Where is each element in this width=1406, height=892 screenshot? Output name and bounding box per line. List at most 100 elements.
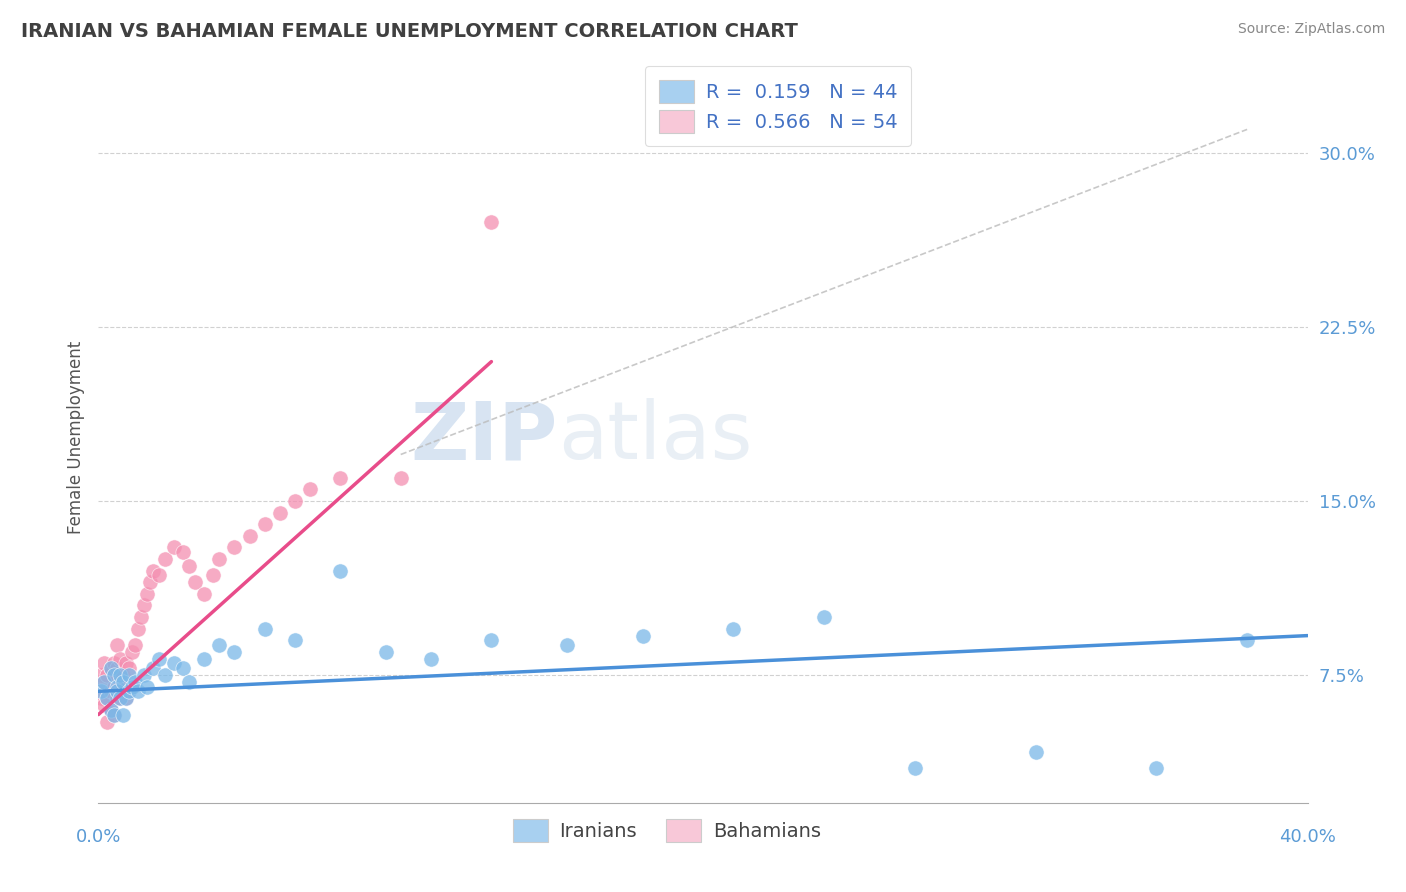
Point [100,661,122,675]
Point [148,652,170,666]
Point [103,668,125,682]
Point [1236,633,1258,648]
Point [208,552,231,566]
Point [118,668,141,682]
Point [105,684,128,698]
Point [239,529,262,543]
Point [93,657,115,671]
Point [481,633,503,648]
Point [1144,761,1167,775]
Point [163,657,186,671]
Point [108,675,131,690]
Point [121,680,143,694]
Point [108,691,131,706]
Point [90,684,112,698]
Point [93,675,115,690]
Point [118,684,141,698]
Point [631,629,654,643]
Point [127,622,149,636]
Point [329,471,352,485]
Point [111,680,134,694]
Point [111,668,134,682]
Point [172,545,194,559]
Point [118,684,141,698]
Point [813,610,835,624]
Point [224,541,246,555]
Text: atlas: atlas [558,398,752,476]
Point [103,707,125,722]
Point [103,680,125,694]
Point [481,215,503,229]
Point [184,575,207,590]
Point [124,638,146,652]
Text: IRANIAN VS BAHAMIAN FEMALE UNEMPLOYMENT CORRELATION CHART: IRANIAN VS BAHAMIAN FEMALE UNEMPLOYMENT … [21,22,799,41]
Point [90,668,112,682]
Text: Source: ZipAtlas.com: Source: ZipAtlas.com [1237,22,1385,37]
Point [904,761,927,775]
Point [93,698,115,713]
Point [224,645,246,659]
Text: 40.0%: 40.0% [1279,828,1336,846]
Point [96,714,118,729]
Point [179,558,201,573]
Point [114,691,136,706]
Point [105,691,128,706]
Point [132,599,155,613]
Point [114,691,136,706]
Point [90,691,112,706]
Point [108,668,131,682]
Point [163,541,186,555]
Point [100,684,122,698]
Point [284,494,307,508]
Point [96,691,118,706]
Text: ZIP: ZIP [411,398,558,476]
Point [193,652,215,666]
Point [193,587,215,601]
Point [108,691,131,706]
Point [389,471,412,485]
Point [103,707,125,722]
Point [100,703,122,717]
Point [142,564,165,578]
Point [96,668,118,682]
Point [135,587,157,601]
Point [1024,745,1046,759]
Point [105,661,128,675]
Point [208,638,231,652]
Point [103,657,125,671]
Point [153,552,176,566]
Point [96,691,118,706]
Point [723,622,745,636]
Point [124,675,146,690]
Point [100,703,122,717]
Point [374,645,396,659]
Point [555,638,578,652]
Point [299,483,322,497]
Point [420,652,443,666]
Legend: Iranians, Bahamians: Iranians, Bahamians [499,805,834,855]
Point [253,517,276,532]
Point [114,657,136,671]
Text: 0.0%: 0.0% [76,828,121,846]
Point [253,622,276,636]
Point [100,661,122,675]
Point [202,568,225,582]
Point [121,680,143,694]
Y-axis label: Female Unemployment: Female Unemployment [66,341,84,533]
Point [127,684,149,698]
Point [118,661,141,675]
Point [121,645,143,659]
Point [142,661,165,675]
Point [148,568,170,582]
Point [139,575,162,590]
Point [153,668,176,682]
Point [129,610,152,624]
Point [111,675,134,690]
Point [135,680,157,694]
Point [108,652,131,666]
Point [111,707,134,722]
Point [132,668,155,682]
Point [172,661,194,675]
Point [105,638,128,652]
Point [105,680,128,694]
